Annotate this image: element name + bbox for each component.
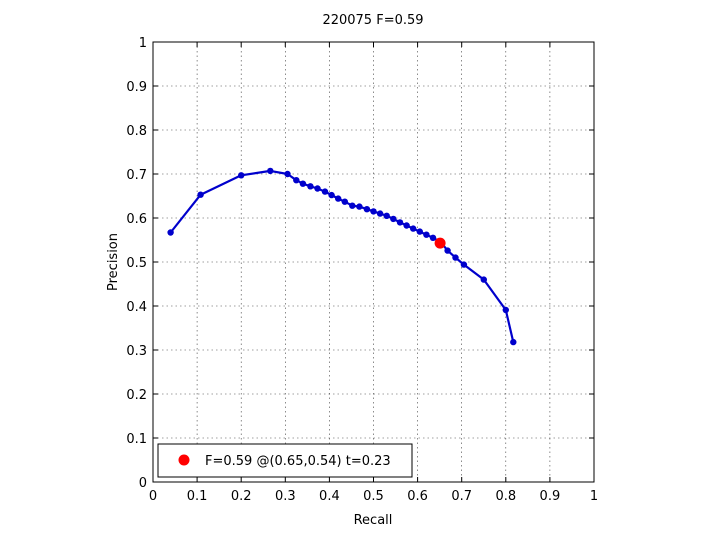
y-tick-label: 0.9	[126, 80, 147, 95]
curve-point	[267, 167, 274, 175]
x-tick-label: 0.3	[275, 489, 296, 504]
x-tick-label: 0.4	[319, 489, 340, 504]
curve-point	[299, 180, 307, 187]
best-f-point	[434, 237, 446, 249]
curve-point	[356, 203, 363, 210]
curve-point	[284, 170, 291, 178]
curve-point	[328, 191, 335, 199]
x-tick-labels: 0 0.1 0.2 0.3 0.4 0.5 0.6 0.7 0.8 0.9 1	[149, 489, 598, 504]
y-tick-labels: 0 0.1 0.2 0.3 0.4 0.5 0.6 0.7 0.8 0.9 1	[126, 36, 147, 491]
curve-point	[293, 177, 300, 184]
x-tick-label: 1	[590, 489, 598, 504]
x-tick-label: 0.7	[451, 489, 472, 504]
curve-point	[410, 225, 417, 232]
curve-point	[341, 198, 348, 205]
y-tick-label: 0.3	[126, 344, 147, 359]
x-tick-label: 0.6	[407, 489, 428, 504]
x-tick-label: 0.8	[495, 489, 516, 504]
curve-point	[429, 234, 437, 241]
curve-point	[416, 228, 423, 235]
y-tick-label: 0.1	[126, 432, 147, 447]
curve-point	[510, 338, 517, 346]
curve-point	[403, 222, 410, 229]
legend-box	[157, 443, 413, 478]
curve-point	[307, 183, 314, 190]
curve-point	[314, 185, 321, 192]
y-tick-label: 0	[139, 476, 147, 491]
curve-point	[197, 191, 204, 198]
curve-point	[370, 208, 377, 215]
curve-point	[396, 219, 404, 226]
x-tick-label: 0.1	[187, 489, 208, 504]
legend: F=0.59 @(0.65,0.54) t=0.23	[157, 443, 413, 478]
curve-point	[349, 202, 356, 209]
curve-point	[376, 210, 384, 217]
x-tick-label: 0.5	[363, 489, 384, 504]
curve-point	[502, 306, 509, 314]
grid-lines	[153, 42, 594, 482]
curve-point	[444, 247, 451, 254]
legend-label: F=0.59 @(0.65,0.54) t=0.23	[205, 454, 391, 469]
y-tick-label: 0.6	[126, 212, 147, 227]
x-axis-label: Recall	[354, 513, 393, 528]
x-tick-label: 0.9	[540, 489, 561, 504]
legend-marker	[178, 454, 190, 466]
curve-point	[321, 188, 329, 195]
x-tick-label: 0.2	[231, 489, 252, 504]
curve-point	[383, 212, 390, 219]
curve-points	[167, 167, 517, 346]
axis-ticks	[152, 41, 595, 483]
curve-point	[167, 229, 174, 236]
curve-point	[452, 254, 459, 261]
y-tick-label: 1	[139, 36, 147, 51]
curve-point	[335, 195, 342, 202]
curve-point	[423, 231, 430, 238]
y-tick-label: 0.2	[126, 388, 147, 403]
chart-title: 220075 F=0.59	[322, 13, 423, 28]
y-tick-label: 0.7	[126, 168, 147, 183]
curve-point	[460, 261, 468, 268]
y-tick-label: 0.4	[126, 300, 147, 315]
y-tick-label: 0.5	[126, 256, 147, 271]
x-tick-label: 0	[149, 489, 157, 504]
curve-point	[238, 172, 245, 179]
curve-point	[390, 215, 397, 223]
y-axis-label: Precision	[106, 233, 121, 291]
y-tick-label: 0.8	[126, 124, 147, 139]
curve-point	[363, 206, 371, 213]
curve-point	[480, 276, 487, 283]
